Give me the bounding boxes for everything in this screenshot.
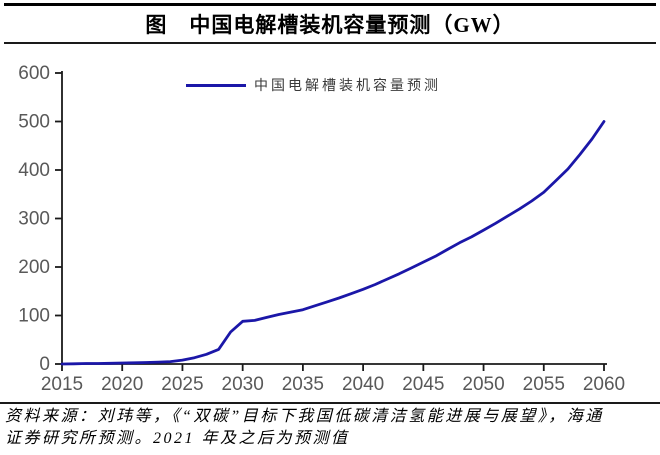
x-tick-label: 2020 — [101, 374, 143, 395]
legend-line-swatch — [186, 83, 246, 87]
y-tick-label: 400 — [18, 160, 50, 181]
x-tick-label: 2040 — [342, 374, 384, 395]
y-tick-label: 500 — [18, 112, 50, 133]
x-tick-label: 2045 — [402, 374, 444, 395]
y-tick-label: 300 — [18, 209, 50, 230]
capacity-forecast-curve — [60, 120, 606, 366]
y-tick-label: 200 — [18, 257, 50, 278]
y-tick-label: 100 — [18, 306, 50, 327]
legend-label: 中国电解槽装机容量预测 — [254, 79, 441, 94]
x-tick-label: 2030 — [222, 374, 264, 395]
y-tick-label: 600 — [18, 63, 50, 84]
x-tick-label: 2025 — [161, 374, 203, 395]
x-tick-label: 2015 — [41, 374, 83, 395]
x-tick-label: 2050 — [462, 374, 504, 395]
source-note-line2: 证券研究所预测。2021 年及之后为预测值 — [5, 430, 350, 447]
footer-divider — [0, 402, 660, 404]
y-tick-label: 0 — [39, 354, 50, 375]
x-tick-label: 2055 — [523, 374, 565, 395]
title-divider — [4, 42, 656, 44]
source-note-line1: 资料来源：刘玮等，《“双碳”目标下我国低碳清洁氢能进展与展望》，海通 — [5, 408, 604, 425]
x-tick-label: 2035 — [282, 374, 324, 395]
source-note: 资料来源：刘玮等，《“双碳”目标下我国低碳清洁氢能进展与展望》，海通 证券研究所… — [5, 406, 655, 450]
x-tick-label: 2060 — [583, 374, 625, 395]
legend: 中国电解槽装机容量预测 — [186, 76, 441, 94]
chart-title: 图 中国电解槽装机容量预测（GW） — [145, 13, 515, 37]
top-rule — [4, 3, 656, 6]
